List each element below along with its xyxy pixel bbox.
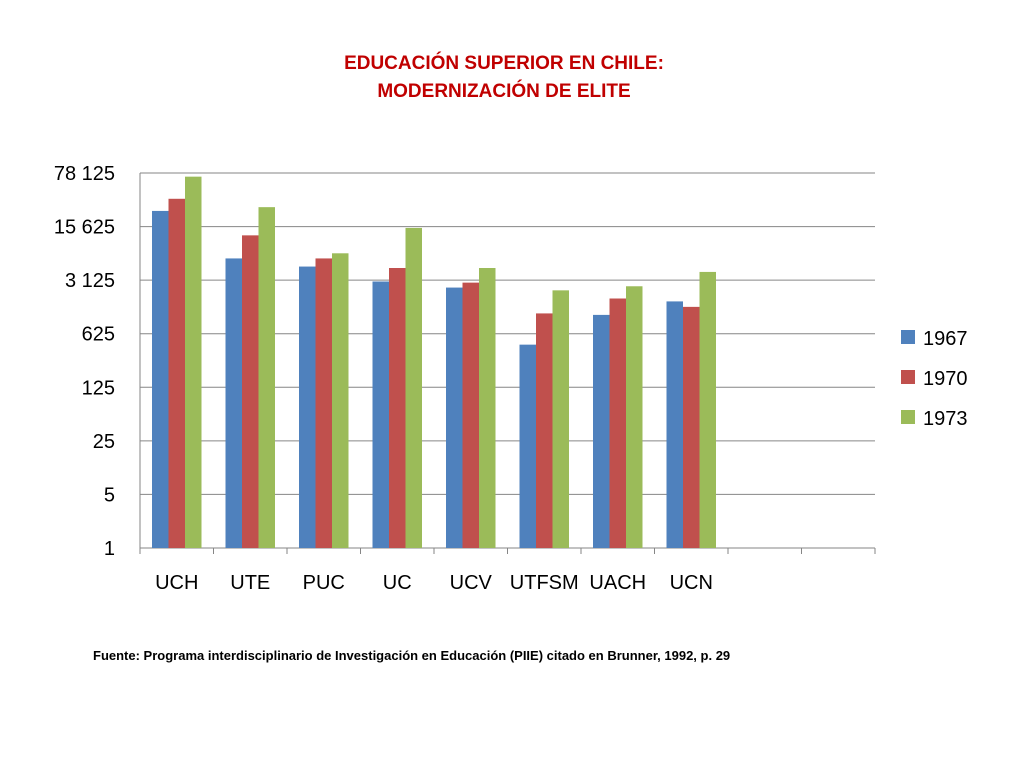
y-tick-label: 25	[93, 431, 115, 453]
bar-ucn-1973	[699, 271, 716, 548]
x-tick-label: UACH	[589, 572, 646, 594]
bar-utfsm-1973	[552, 290, 569, 548]
y-tick-label: 3 125	[65, 270, 115, 292]
x-tick-label: UTFSM	[510, 572, 579, 594]
bar-chart: 1 5 25 125 625 3 125 15 625 78 125 UCH UTE PUC UC UC…	[54, 163, 968, 594]
bar-uc-1970	[389, 268, 406, 548]
legend-swatch-1973	[901, 410, 915, 424]
x-tick-label: UCN	[670, 572, 713, 594]
x-tick-label: UCH	[155, 572, 198, 594]
chart-subtitle: MODERNIZACIÓN DE ELITE	[377, 81, 631, 102]
bar-puc-1967	[299, 266, 316, 548]
bar-ute-1967	[225, 258, 242, 548]
legend-label-1967: 1967	[923, 328, 968, 350]
bar-puc-1970	[315, 258, 332, 548]
x-tick-label: UC	[383, 572, 412, 594]
bar-uach-1973	[626, 286, 643, 548]
bar-uc-1967	[372, 281, 389, 548]
bar-uc-1973	[405, 227, 422, 548]
bar-uach-1967	[593, 314, 610, 548]
bar-ucv-1970	[462, 282, 479, 548]
legend-label-1970: 1970	[923, 368, 968, 390]
bar-utfsm-1970	[536, 313, 553, 548]
y-tick-label: 125	[82, 377, 115, 399]
bar-ute-1973	[258, 207, 275, 549]
legend-label-1973: 1973	[923, 408, 968, 430]
y-tick-label: 15 625	[54, 217, 115, 239]
y-tick-label: 5	[104, 484, 115, 506]
chart-title-block: EDUCACIÓN SUPERIOR EN CHILE: MODERNIZACI…	[0, 50, 1008, 106]
legend-swatch-1970	[901, 370, 915, 384]
y-tick-label: 1	[104, 538, 115, 560]
x-tick-label: UCV	[450, 572, 493, 594]
chart-title: EDUCACIÓN SUPERIOR EN CHILE:	[344, 53, 664, 74]
bar-ucn-1970	[683, 306, 700, 548]
bar-ucn-1967	[666, 301, 683, 548]
bar-uch-1967	[152, 210, 169, 548]
y-tick-label: 625	[82, 324, 115, 346]
bar-ucv-1967	[446, 287, 463, 548]
bar-ucv-1973	[479, 268, 496, 548]
x-tick-label: PUC	[303, 572, 345, 594]
bar-ute-1970	[242, 235, 259, 548]
legend-swatch-1967	[901, 330, 915, 344]
x-tick-label: UTE	[230, 572, 270, 594]
bar-puc-1973	[332, 253, 349, 549]
bar-uch-1973	[185, 176, 202, 548]
y-tick-label: 78 125	[54, 163, 115, 185]
source-note: Fuente: Programa interdisciplinario de I…	[93, 648, 731, 663]
bar-utfsm-1967	[519, 344, 536, 548]
bar-uach-1970	[609, 298, 626, 548]
bar-uch-1970	[168, 198, 185, 548]
